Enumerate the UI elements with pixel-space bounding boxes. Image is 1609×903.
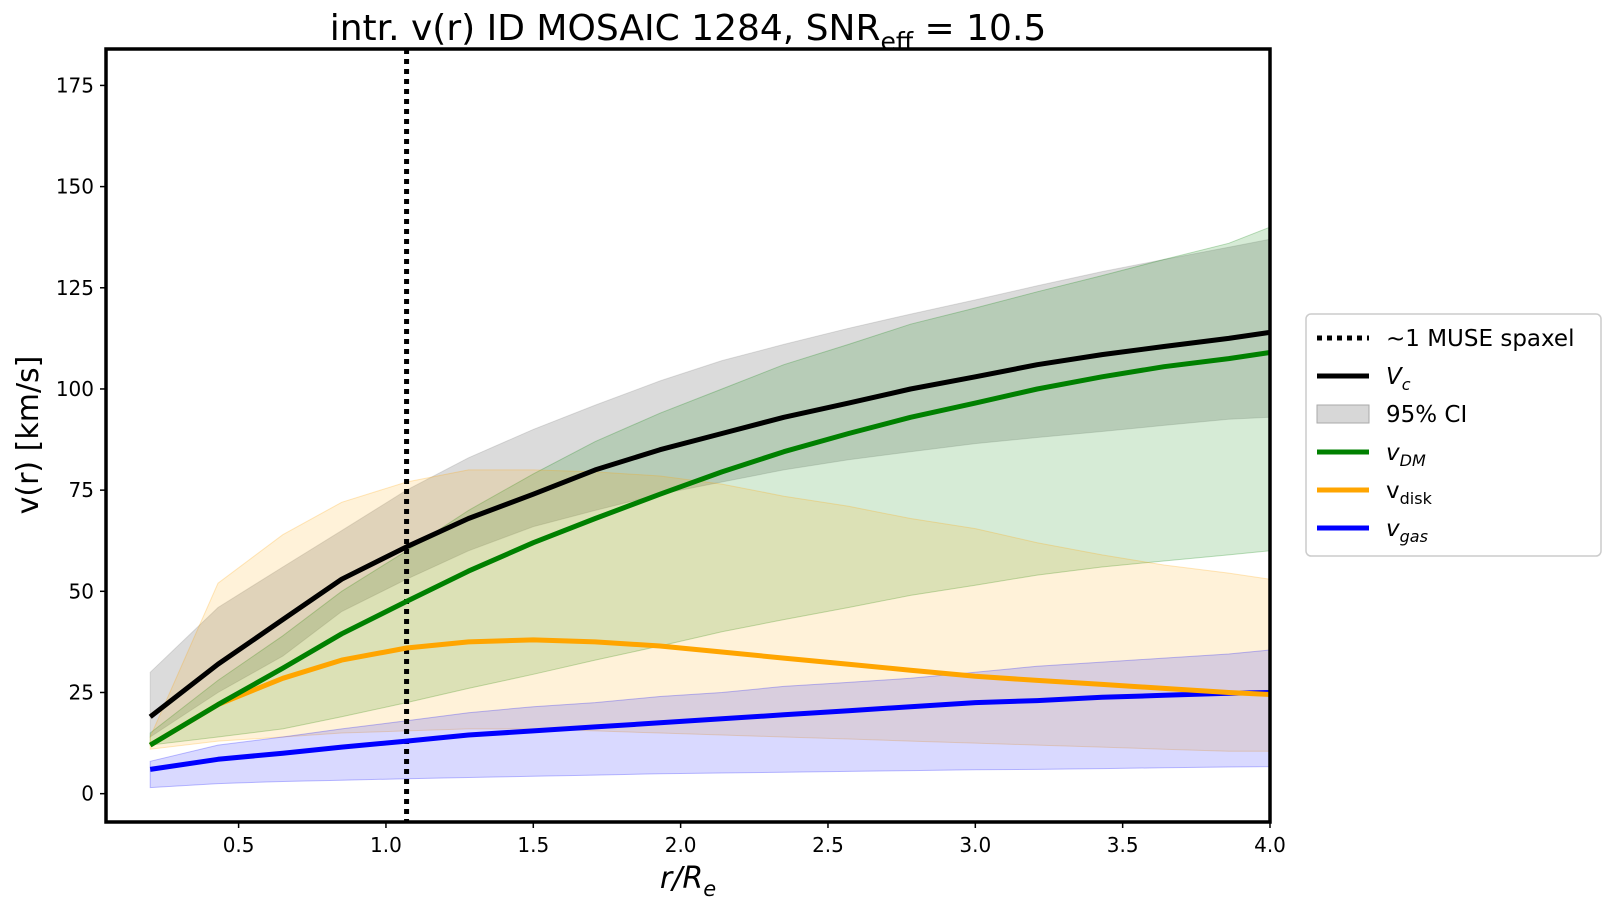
legend-label: Vc	[1386, 364, 1411, 394]
legend-item-vdm: vDM	[1317, 440, 1426, 470]
legend-label-main: V	[1386, 364, 1404, 390]
legend-item-vgas: vgas	[1317, 516, 1428, 546]
line-vdisk	[148, 637, 1270, 748]
legend-label-sub: gas	[1400, 527, 1428, 546]
x-axis: 0.5 1.0 1.5 2.0 2.5 3.0 3.5 4.0	[223, 822, 1286, 857]
legend-label-sub: disk	[1400, 489, 1433, 508]
legend-label: ~1 MUSE spaxel	[1386, 326, 1574, 352]
series-lines	[148, 329, 1270, 772]
x-tick-label: 2.5	[812, 833, 844, 857]
legend-label: vDM	[1386, 440, 1426, 470]
band-vdisk	[149, 469, 1270, 752]
legend-label-main: v	[1386, 516, 1400, 542]
legend-label-main: ~1 MUSE spaxel	[1386, 326, 1574, 352]
legend-item-vdisk: vdisk	[1317, 478, 1433, 508]
x-axis-label: r/Re	[660, 861, 716, 901]
chart-title-main: intr. v(r) ID MOSAIC 1284, SNR	[330, 8, 881, 49]
y-tick-label: 125	[56, 276, 94, 300]
y-tick-label: 100	[56, 377, 94, 401]
x-tick-label: 2.0	[665, 833, 697, 857]
x-axis-label-main: r/R	[660, 861, 703, 896]
band-vc	[149, 238, 1270, 738]
legend-label: 95% CI	[1386, 402, 1467, 428]
x-tick-label: 3.5	[1107, 833, 1139, 857]
legend-label-main: v	[1386, 478, 1400, 504]
legend-swatch	[1316, 404, 1370, 424]
y-tick-label: 175	[56, 73, 94, 97]
legend-label: vdisk	[1386, 478, 1433, 508]
plot-frame	[104, 47, 1272, 824]
line-vgas	[149, 690, 1270, 772]
line-vc	[148, 329, 1270, 719]
legend-item-vline: ~1 MUSE spaxel	[1317, 326, 1574, 352]
legend-label-sub: c	[1402, 375, 1411, 394]
legend-item-ci: 95% CI	[1316, 402, 1467, 428]
x-tick-label: 0.5	[223, 833, 255, 857]
y-tick-label: 0	[81, 782, 94, 806]
y-tick-label: 150	[56, 175, 94, 199]
x-axis-label-sub: e	[703, 877, 716, 901]
legend-box	[1305, 313, 1602, 557]
y-tick-label: 75	[69, 478, 94, 502]
legend-label-sub: DM	[1400, 451, 1426, 470]
band-vdm	[149, 226, 1270, 746]
confidence-bands	[149, 226, 1270, 789]
chart-title-sub: eff	[880, 27, 913, 56]
legend-label: vgas	[1386, 516, 1428, 546]
line-vdm	[148, 350, 1270, 748]
x-tick-label: 1.5	[517, 833, 549, 857]
y-tick-label: 50	[69, 579, 94, 603]
y-tick-label: 25	[69, 680, 94, 704]
x-tick-label: 4.0	[1254, 833, 1286, 857]
x-tick-label: 3.0	[959, 833, 991, 857]
chart-title-tail: = 10.5	[913, 8, 1046, 49]
legend-label-main: 95% CI	[1386, 402, 1467, 428]
legend-label-main: v	[1386, 440, 1400, 466]
y-axis: 0 25 50 75 100 125 150 175	[56, 73, 106, 806]
legend-item-vc: Vc	[1317, 364, 1411, 394]
x-tick-label: 1.0	[370, 833, 402, 857]
chart-title: intr. v(r) ID MOSAIC 1284, SNReff = 10.5	[330, 8, 1047, 56]
y-axis-label: v(r) [km/s]	[11, 356, 46, 515]
